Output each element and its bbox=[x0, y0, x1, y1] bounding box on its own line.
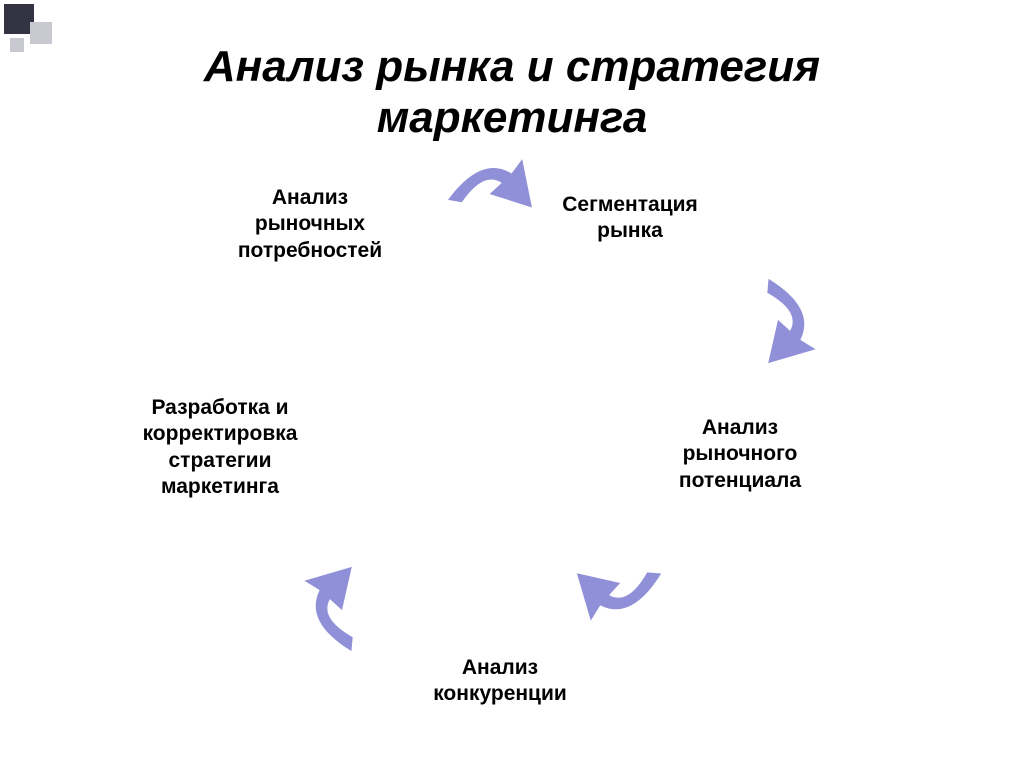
node-needs: Анализ рыночных потребностей bbox=[220, 185, 400, 264]
curved-arrow-icon bbox=[280, 550, 400, 670]
arrow-3 bbox=[560, 525, 680, 645]
decoration-square-light bbox=[30, 22, 52, 44]
node-potential: Анализ рыночного потенциала bbox=[650, 415, 830, 494]
node-competition: Анализ конкуренции bbox=[410, 655, 590, 708]
arrow-4 bbox=[280, 550, 400, 670]
cycle-diagram: Анализ рыночных потребностей Сегментация… bbox=[0, 180, 1024, 740]
arrow-2 bbox=[720, 260, 840, 380]
arrow-1 bbox=[430, 132, 550, 252]
curved-arrow-icon bbox=[430, 132, 550, 252]
node-strategy: Разработка и корректировка стратегии мар… bbox=[125, 395, 315, 500]
curved-arrow-icon bbox=[720, 260, 840, 380]
page-title: Анализ рынка и стратегия маркетинга bbox=[0, 42, 1024, 143]
curved-arrow-icon bbox=[560, 525, 680, 645]
title-line1: Анализ рынка и стратегия bbox=[204, 42, 820, 91]
node-segmentation: Сегментация рынка bbox=[540, 192, 720, 245]
